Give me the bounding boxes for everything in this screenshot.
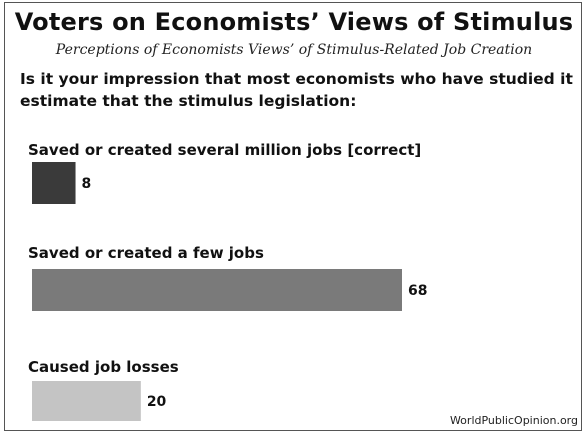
chart-title: Voters on Economists’ Views of Stimulus <box>14 8 574 36</box>
source-credit: WorldPublicOpinion.org <box>449 414 578 427</box>
survey-question: Is it your impression that most economis… <box>20 70 573 110</box>
category-label: Saved or created several million jobs [c… <box>28 141 421 159</box>
category-label: Caused job losses <box>28 358 179 376</box>
bar <box>32 162 76 204</box>
chart-frame <box>4 2 582 431</box>
category-label: Saved or created a few jobs <box>28 244 264 262</box>
value-label: 8 <box>82 176 92 192</box>
chart-subtitle: Perceptions of Economists Views’ of Stim… <box>55 42 533 58</box>
value-label: 20 <box>147 394 167 410</box>
bar <box>32 381 141 421</box>
bar <box>32 269 402 311</box>
value-label: 68 <box>408 283 427 299</box>
